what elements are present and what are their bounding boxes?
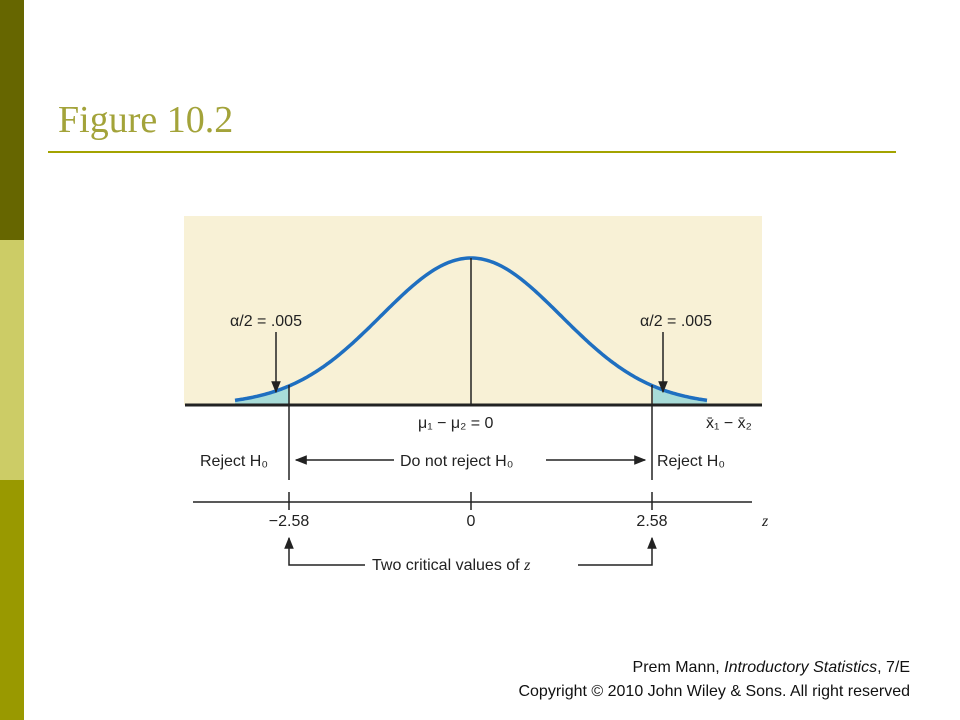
critical-arrow-right xyxy=(578,536,657,566)
z-right-label: 2.58 xyxy=(636,513,667,530)
figure-background xyxy=(184,216,762,405)
side-bar-top xyxy=(0,0,24,240)
reject-right: Reject H₀ xyxy=(657,453,725,470)
critical-arrow-left xyxy=(284,536,365,566)
side-bar-middle xyxy=(0,240,24,480)
z-center-label: 0 xyxy=(467,513,476,530)
side-bar-bottom xyxy=(0,480,24,720)
slide-title: Figure 10.2 xyxy=(58,99,233,141)
footer-line1: Prem Mann, Introductory Statistics, 7/E xyxy=(633,659,910,676)
mean-label: μ₁ − μ₂ = 0 xyxy=(418,415,494,432)
z-axis-label: z xyxy=(761,513,769,530)
footer-book: Introductory Statistics xyxy=(724,659,877,676)
footer-line2: Copyright © 2010 John Wiley & Sons. All … xyxy=(518,683,910,700)
z-left-label: −2.58 xyxy=(269,513,310,530)
alpha-right-label: α/2 = .005 xyxy=(640,313,712,330)
footer-edition: , 7/E xyxy=(877,659,910,676)
reject-left: Reject H₀ xyxy=(200,453,268,470)
alpha-left-label: α/2 = .005 xyxy=(230,313,302,330)
do-not-reject: Do not reject H₀ xyxy=(400,453,513,470)
footer-author: Prem Mann, xyxy=(633,659,725,676)
caption-text: Two critical values of xyxy=(372,557,524,574)
caption-var: z xyxy=(523,557,531,574)
critical-caption: Two critical values of z xyxy=(372,557,531,574)
xbar-label: x̄₁ − x̄₂ xyxy=(706,415,752,432)
